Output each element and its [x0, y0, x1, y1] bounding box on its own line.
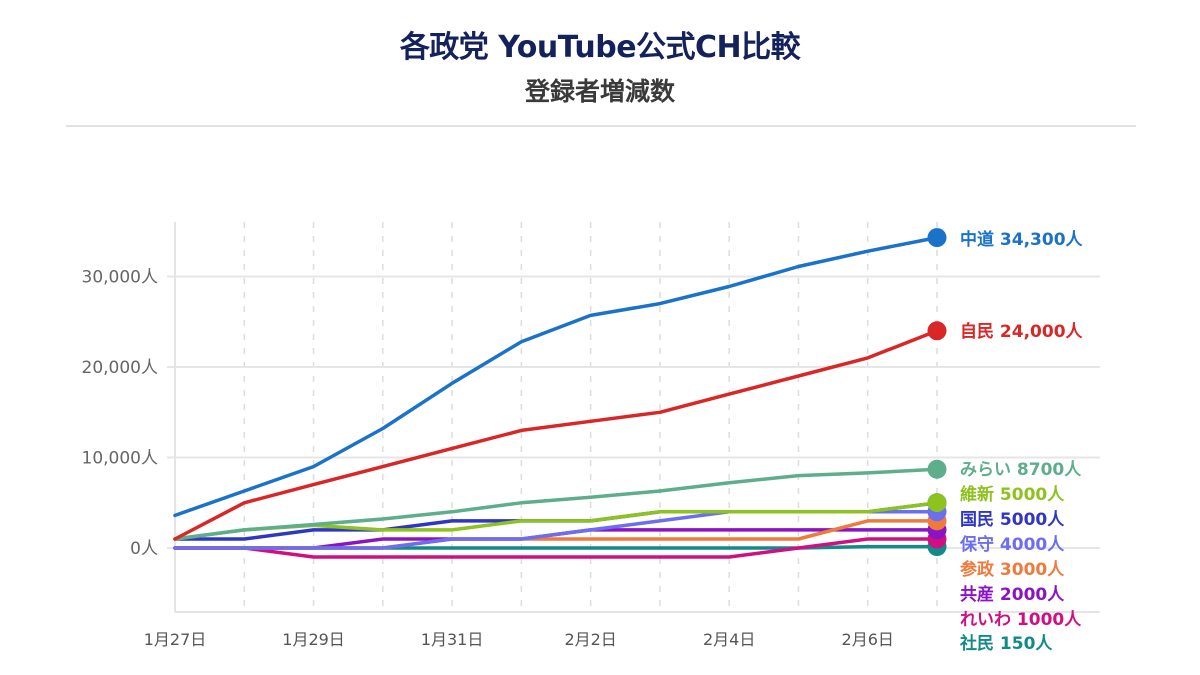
series-line-中道 [173, 235, 939, 518]
x-axis: 1月27日 1月29日 1月31日 2月2日 2月4日 2月6日 [144, 630, 894, 649]
header-divider [66, 125, 1136, 127]
y-axis: 0人 10,000人 20,000人 30,000人 [82, 268, 158, 560]
series-line-みらい [173, 467, 939, 541]
end-label-みらい: みらい 8700人 [960, 460, 1082, 480]
end-label-国民: 国民 5000人 [960, 510, 1065, 530]
x-tick-label: 2月2日 [564, 630, 616, 649]
y-tick-label: 0人 [130, 539, 158, 559]
y-tick-label: 30,000人 [82, 268, 158, 288]
end-label-中道: 中道 34,300人 [960, 229, 1084, 250]
series-line-れいわ [173, 537, 939, 559]
end-label-保守: 保守 4000人 [959, 534, 1065, 555]
end-label-維新: 維新 5000人 [960, 484, 1065, 505]
x-tick-label: 1月29日 [282, 630, 345, 649]
end-label-共産: 共産 2000人 [960, 584, 1065, 605]
end-marker-維新 [927, 493, 947, 513]
series-lines [173, 235, 939, 559]
end-marker-中道 [927, 228, 947, 248]
x-tick-label: 2月4日 [703, 630, 755, 649]
x-tick-label: 1月27日 [144, 630, 207, 649]
end-label-社民: 社民 150人 [959, 633, 1053, 654]
x-tick-label: 1月31日 [421, 630, 484, 649]
end-label-れいわ: れいわ 1000人 [960, 610, 1082, 630]
y-tick-label: 10,000人 [82, 449, 158, 469]
series-line-自民 [173, 329, 939, 541]
chart-title: 各政党 YouTube公式CH比較 [399, 30, 801, 65]
end-markers [927, 228, 947, 557]
x-tick-label: 2月6日 [842, 630, 894, 649]
end-label-参政: 参政 3000人 [960, 559, 1065, 580]
end-label-自民: 自民 24,000人 [960, 321, 1084, 342]
chart-subtitle: 登録者増減数 [524, 77, 675, 106]
end-marker-みらい [927, 459, 947, 479]
end-marker-自民 [927, 321, 947, 341]
y-tick-label: 20,000人 [82, 358, 158, 378]
